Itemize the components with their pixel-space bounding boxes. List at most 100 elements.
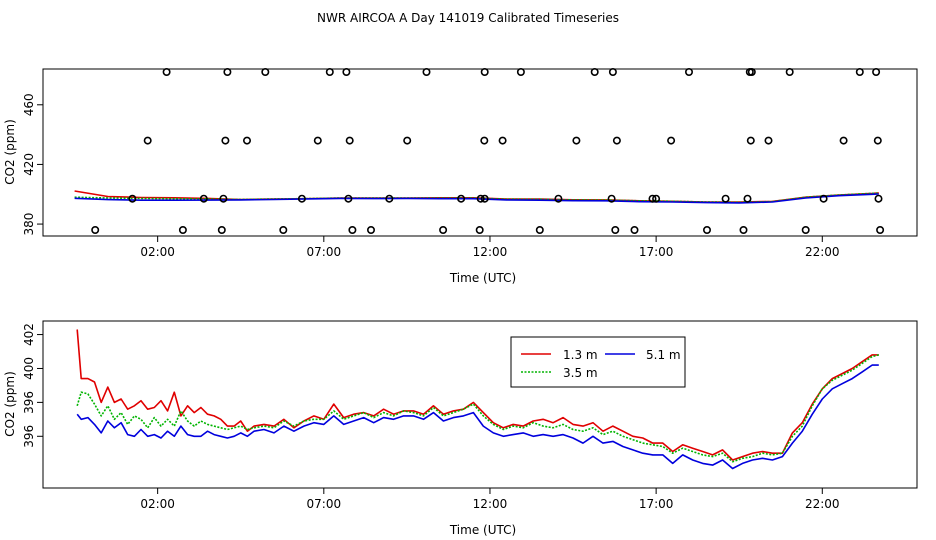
top-x-tick-label: 07:00 bbox=[307, 245, 342, 259]
scatter-point bbox=[743, 194, 752, 203]
scatter-point bbox=[535, 226, 544, 235]
scatter-point bbox=[403, 136, 412, 145]
bot-x-tick-label: 12:00 bbox=[473, 497, 508, 511]
scatter-point bbox=[243, 136, 252, 145]
scatter-point bbox=[162, 68, 171, 77]
top-x-tick-label: 02:00 bbox=[140, 245, 175, 259]
scatter-point bbox=[516, 68, 525, 77]
scatter-point bbox=[746, 136, 755, 145]
top-x-tick-label: 17:00 bbox=[639, 245, 674, 259]
top-series-5-1-m bbox=[74, 193, 879, 204]
scatter-point bbox=[476, 194, 485, 203]
scatter-point bbox=[221, 136, 230, 145]
scatter-point bbox=[457, 194, 466, 203]
scatter-point bbox=[572, 136, 581, 145]
legend-label-5-1m: 5.1 m bbox=[646, 348, 681, 362]
scatter-point bbox=[178, 226, 187, 235]
scatter-point bbox=[199, 194, 208, 203]
scatter-point bbox=[313, 136, 322, 145]
scatter-point bbox=[747, 68, 756, 77]
scatter-point bbox=[839, 136, 848, 145]
bot-x-tick-label: 17:00 bbox=[639, 497, 674, 511]
scatter-point bbox=[219, 194, 228, 203]
bottom-x-axis: 02:00 07:00 12:00 17:00 22:00 bbox=[140, 488, 840, 511]
scatter-point bbox=[667, 136, 676, 145]
scatter-point bbox=[855, 68, 864, 77]
scatter-point bbox=[872, 68, 881, 77]
bottom-x-axis-label: Time (UTC) bbox=[449, 523, 516, 537]
bot-y-tick-label: 396 bbox=[22, 391, 36, 414]
scatter-point bbox=[590, 68, 599, 77]
scatter-point bbox=[344, 194, 353, 203]
top-x-tick-label: 22:00 bbox=[805, 245, 840, 259]
scatter-point bbox=[739, 226, 748, 235]
scatter-point bbox=[801, 226, 810, 235]
bottom-y-axis: 396 396 400 402 bbox=[22, 323, 43, 448]
bot-y-tick-label: 402 bbox=[22, 323, 36, 346]
top-series-3-5-m bbox=[74, 192, 879, 204]
scatter-point bbox=[345, 136, 354, 145]
top-x-axis-label: Time (UTC) bbox=[449, 271, 516, 285]
legend-box bbox=[510, 336, 686, 388]
legend-label-1-3m: 1.3 m bbox=[563, 348, 598, 362]
scatter-point bbox=[684, 68, 693, 77]
scatter-point bbox=[143, 136, 152, 145]
scatter-point bbox=[702, 226, 711, 235]
scatter-point bbox=[607, 194, 616, 203]
scatter-point bbox=[611, 226, 620, 235]
scatter-point bbox=[128, 194, 137, 203]
scatter-point bbox=[348, 226, 357, 235]
scatter-point bbox=[764, 136, 773, 145]
scatter-point bbox=[439, 226, 448, 235]
top-plot-frame bbox=[42, 68, 918, 237]
bottom-y-axis-label: CO2 (ppm) bbox=[3, 371, 17, 437]
bot-y-tick-label: 400 bbox=[22, 357, 36, 380]
chart-title: NWR AIRCOA A Day 141019 Calibrated Times… bbox=[317, 11, 619, 25]
scatter-point bbox=[217, 226, 226, 235]
scatter-point bbox=[385, 194, 394, 203]
bot-series-1-3-m bbox=[76, 329, 879, 461]
top-x-axis: 02:00 07:00 12:00 17:00 22:00 bbox=[140, 236, 840, 259]
bottom-series-lines bbox=[76, 329, 879, 470]
top-x-tick-label: 12:00 bbox=[473, 245, 508, 259]
scatter-point bbox=[873, 136, 882, 145]
scatter-point bbox=[475, 226, 484, 235]
scatter-point bbox=[261, 68, 270, 77]
scatter-point bbox=[612, 136, 621, 145]
scatter-point bbox=[630, 226, 639, 235]
top-y-axis: 380 420 460 bbox=[22, 93, 43, 236]
top-panel: 02:00 07:00 12:00 17:00 22:00 380 420 460 Time… bbox=[3, 68, 918, 285]
scatter-point bbox=[876, 226, 885, 235]
bottom-panel: 02:00 07:00 12:00 17:00 22:00 396 396 400 402 T… bbox=[3, 320, 918, 537]
scatter-point bbox=[648, 194, 657, 203]
scatter-point bbox=[721, 194, 730, 203]
bot-y-tick-label: 396 bbox=[22, 425, 36, 448]
bot-x-tick-label: 07:00 bbox=[307, 497, 342, 511]
scatter-point bbox=[480, 68, 489, 77]
legend: 1.3 m 5.1 m 3.5 m bbox=[510, 336, 686, 388]
scatter-point bbox=[91, 226, 100, 235]
top-y-tick-label: 380 bbox=[22, 213, 36, 236]
bot-x-tick-label: 02:00 bbox=[140, 497, 175, 511]
scatter-point bbox=[366, 226, 375, 235]
scatter-point bbox=[325, 68, 334, 77]
scatter-point bbox=[342, 68, 351, 77]
scatter-point bbox=[223, 68, 232, 77]
scatter-point bbox=[480, 194, 489, 203]
legend-label-3-5m: 3.5 m bbox=[563, 366, 598, 380]
top-series-lines bbox=[74, 190, 879, 204]
scatter-point bbox=[785, 68, 794, 77]
scatter-point bbox=[422, 68, 431, 77]
scatter-point bbox=[498, 136, 507, 145]
scatter-point bbox=[874, 194, 883, 203]
scatter-point bbox=[819, 194, 828, 203]
top-y-axis-label: CO2 (ppm) bbox=[3, 119, 17, 185]
scatter-point bbox=[608, 68, 617, 77]
scatter-point bbox=[279, 226, 288, 235]
bot-series-5-1-m bbox=[76, 364, 879, 470]
top-scatter-points bbox=[91, 68, 885, 235]
bot-series-3-5-m bbox=[76, 354, 879, 463]
top-y-tick-label: 460 bbox=[22, 93, 36, 116]
scatter-point bbox=[652, 194, 661, 203]
